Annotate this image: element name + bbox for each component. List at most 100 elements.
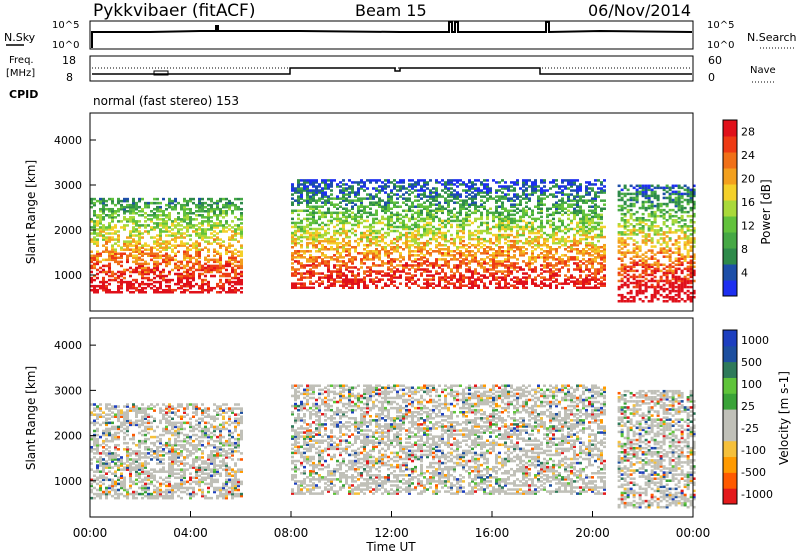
echo-cell bbox=[623, 233, 627, 236]
echo-cell bbox=[546, 207, 549, 211]
echo-cell bbox=[318, 199, 321, 202]
echo-cell bbox=[617, 293, 621, 297]
echo-cell bbox=[540, 286, 543, 289]
echo-cell bbox=[132, 220, 135, 223]
echo-cell bbox=[573, 211, 576, 215]
echo-cell bbox=[486, 227, 489, 231]
echo-cell bbox=[462, 239, 465, 243]
echo-cell bbox=[126, 286, 129, 290]
echo-cell bbox=[600, 231, 603, 235]
echo-cell bbox=[573, 215, 576, 219]
echo-cell bbox=[123, 228, 126, 231]
echo-cell bbox=[546, 270, 549, 273]
echo-cell bbox=[330, 185, 333, 188]
echo-cell bbox=[534, 266, 537, 269]
echo-cell bbox=[420, 203, 423, 206]
echo-cell bbox=[168, 226, 171, 229]
echo-cell bbox=[165, 203, 168, 207]
echo-cell bbox=[552, 213, 555, 217]
echo-cell bbox=[189, 216, 192, 219]
echo-cell bbox=[647, 267, 651, 271]
echo-cell bbox=[492, 211, 495, 215]
echo-cell bbox=[111, 236, 114, 239]
echo-cell bbox=[465, 256, 468, 259]
echo-cell bbox=[513, 250, 516, 253]
echo-cell bbox=[426, 217, 429, 221]
echo-cell bbox=[513, 217, 516, 221]
echo-cell bbox=[537, 201, 540, 204]
echo-cell bbox=[486, 245, 489, 249]
echo-cell bbox=[519, 245, 522, 249]
echo-cell bbox=[522, 219, 525, 223]
echo-cell bbox=[504, 181, 507, 184]
echo-cell bbox=[474, 272, 477, 275]
echo-cell bbox=[477, 262, 480, 265]
echo-cell bbox=[465, 268, 468, 271]
echo-cell bbox=[291, 237, 294, 241]
echo-cell bbox=[432, 262, 435, 265]
echo-cell bbox=[141, 214, 144, 217]
echo-cell bbox=[111, 218, 114, 221]
echo-cell bbox=[498, 181, 501, 184]
echo-cell bbox=[390, 189, 393, 192]
echo-cell bbox=[501, 179, 504, 182]
echo-cell bbox=[573, 209, 576, 213]
echo-cell bbox=[306, 209, 309, 213]
echo-cell bbox=[647, 279, 651, 283]
echo-cell bbox=[198, 274, 201, 278]
echo-cell bbox=[111, 248, 114, 251]
echo-cell bbox=[225, 274, 228, 278]
echo-cell bbox=[567, 217, 570, 221]
echo-cell bbox=[117, 244, 120, 247]
echo-cell bbox=[132, 203, 135, 207]
echo-cell bbox=[360, 252, 363, 255]
echo-cell bbox=[138, 240, 141, 243]
nsky-tick-top: 10^5 bbox=[52, 20, 79, 31]
echo-cell bbox=[357, 197, 360, 200]
echo-cell bbox=[330, 274, 333, 277]
echo-cell bbox=[108, 268, 111, 272]
echo-cell bbox=[123, 270, 126, 274]
echo-cell bbox=[102, 212, 105, 215]
echo-cell bbox=[414, 264, 417, 267]
echo-cell bbox=[483, 274, 486, 277]
echo-cell bbox=[629, 295, 633, 299]
echo-cell bbox=[591, 286, 594, 289]
echo-cell bbox=[189, 238, 192, 241]
echo-cell bbox=[312, 245, 315, 249]
echo-cell bbox=[573, 181, 576, 184]
echo-cell bbox=[237, 280, 240, 284]
echo-cell bbox=[474, 270, 477, 273]
echo-cell bbox=[102, 197, 105, 201]
echo-cell bbox=[132, 209, 135, 213]
echo-cell bbox=[585, 229, 588, 233]
echo-cell bbox=[540, 203, 543, 206]
echo-cell bbox=[348, 215, 351, 219]
echo-cell bbox=[668, 255, 672, 258]
echo-cell bbox=[668, 285, 672, 289]
echo-cell bbox=[504, 195, 507, 198]
echo-cell bbox=[402, 268, 405, 271]
echo-cell bbox=[501, 278, 504, 281]
echo-cell bbox=[474, 207, 477, 211]
echo-cell bbox=[375, 229, 378, 233]
nsky-label: N.Sky bbox=[4, 31, 36, 44]
echo-cell bbox=[111, 212, 114, 215]
echo-cell bbox=[162, 276, 165, 280]
echo-cell bbox=[132, 228, 135, 231]
echo-cell bbox=[471, 256, 474, 259]
echo-cell bbox=[387, 199, 390, 202]
echo-cell bbox=[591, 254, 594, 257]
echo-cell bbox=[623, 299, 627, 303]
echo-cell bbox=[423, 282, 426, 285]
echo-cell bbox=[522, 227, 525, 231]
echo-cell bbox=[668, 239, 672, 242]
echo-cell bbox=[579, 241, 582, 245]
echo-cell bbox=[620, 285, 624, 289]
echo-cell bbox=[576, 266, 579, 269]
echo-cell bbox=[459, 229, 462, 233]
echo-cell bbox=[324, 223, 327, 227]
echo-cell bbox=[294, 199, 297, 202]
echo-cell bbox=[198, 262, 201, 266]
echo-cell bbox=[531, 217, 534, 221]
